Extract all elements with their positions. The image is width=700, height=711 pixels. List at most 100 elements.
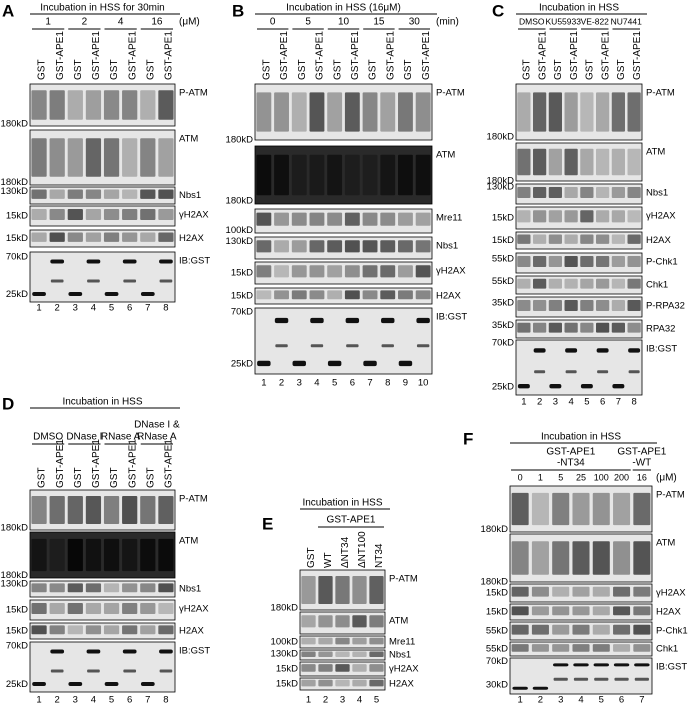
condition-label: DNase I & xyxy=(134,420,180,431)
band xyxy=(517,278,531,289)
lane-number: 4 xyxy=(357,695,362,706)
band xyxy=(565,370,577,374)
band xyxy=(257,360,271,367)
band xyxy=(158,232,174,242)
band xyxy=(140,90,156,120)
panel-title: Incubation in HSS xyxy=(541,432,621,443)
band xyxy=(362,265,378,278)
blot-label: γH2AX xyxy=(389,664,419,675)
band xyxy=(103,209,120,220)
band xyxy=(415,212,431,226)
band xyxy=(517,210,531,223)
band xyxy=(85,209,102,220)
band xyxy=(592,541,610,575)
band xyxy=(103,138,120,177)
condition-label: 10 xyxy=(338,17,350,28)
unit-label: (μM) xyxy=(179,17,200,28)
band xyxy=(633,541,651,575)
lane-label: GST-APE1 xyxy=(569,31,580,80)
band xyxy=(613,492,631,526)
band xyxy=(548,234,562,244)
band xyxy=(363,360,377,367)
blot-label: Chk1 xyxy=(656,644,678,655)
band xyxy=(301,637,316,645)
band xyxy=(49,496,65,524)
band xyxy=(68,292,83,296)
band xyxy=(633,492,651,526)
lane-label: GST xyxy=(368,59,379,80)
band xyxy=(103,90,120,120)
band xyxy=(274,290,289,300)
lane-label: GST-APE1 xyxy=(385,31,396,80)
band xyxy=(592,586,610,597)
band xyxy=(531,644,549,652)
band xyxy=(344,92,360,132)
band xyxy=(122,259,137,264)
lane-label: GST-APE1 xyxy=(164,439,175,488)
band xyxy=(534,370,546,374)
panel-letter: C xyxy=(492,1,504,20)
band xyxy=(318,576,333,604)
band xyxy=(86,259,101,264)
band xyxy=(122,538,138,572)
band xyxy=(310,317,324,324)
blot-strip xyxy=(29,580,176,598)
band xyxy=(533,187,547,198)
lane-number: 5 xyxy=(374,695,379,706)
band xyxy=(552,606,570,616)
lane-label: GST-APE1 xyxy=(127,439,138,488)
condition-label: NU7441 xyxy=(611,16,642,26)
band xyxy=(580,187,594,198)
mw-marker: 15kD xyxy=(276,679,298,690)
mw-marker: 180kD xyxy=(226,196,254,207)
mw-marker: 180kD xyxy=(271,603,299,614)
lane-number: 7 xyxy=(145,695,150,706)
mw-marker: 70kD xyxy=(6,252,28,263)
band xyxy=(552,541,570,575)
band xyxy=(140,232,156,242)
band xyxy=(398,290,413,300)
band xyxy=(104,682,119,686)
band xyxy=(31,603,47,614)
band xyxy=(580,148,594,176)
mw-marker: 180kD xyxy=(487,132,515,143)
condition-label: 0 xyxy=(518,472,523,482)
group-label: -NT34 xyxy=(557,458,585,469)
band xyxy=(369,664,384,672)
band xyxy=(533,348,546,353)
condition-label: KU55933 xyxy=(546,16,582,26)
band xyxy=(517,92,531,132)
blot-strip xyxy=(299,677,386,691)
lane-label: GST xyxy=(297,59,308,80)
band xyxy=(31,232,47,242)
panel-letter: A xyxy=(2,1,14,20)
band xyxy=(531,624,549,635)
band xyxy=(596,187,610,198)
band xyxy=(158,496,174,524)
band xyxy=(517,187,531,198)
blot-label: ATM xyxy=(646,147,665,158)
band xyxy=(49,603,65,614)
band xyxy=(103,232,120,242)
lane-number: 5 xyxy=(109,303,114,314)
lane-label: GST-APE1 xyxy=(632,31,643,80)
band xyxy=(580,210,594,223)
band xyxy=(67,538,83,572)
blot-label: γH2AX xyxy=(179,604,209,615)
band xyxy=(122,625,138,635)
lane-number: 5 xyxy=(332,378,337,389)
band xyxy=(256,92,272,132)
band xyxy=(565,348,578,353)
panel-title: Incubation in HSS xyxy=(62,397,142,408)
band xyxy=(415,92,431,132)
band xyxy=(327,360,342,367)
band xyxy=(335,664,350,672)
band xyxy=(140,625,156,635)
band xyxy=(344,265,360,278)
band xyxy=(85,538,102,572)
blot-label: P-ATM xyxy=(179,88,208,99)
band xyxy=(627,187,641,198)
mw-marker: 130kD xyxy=(271,649,299,660)
lane-number: 1 xyxy=(517,695,522,706)
condition-label: 16 xyxy=(151,17,163,28)
